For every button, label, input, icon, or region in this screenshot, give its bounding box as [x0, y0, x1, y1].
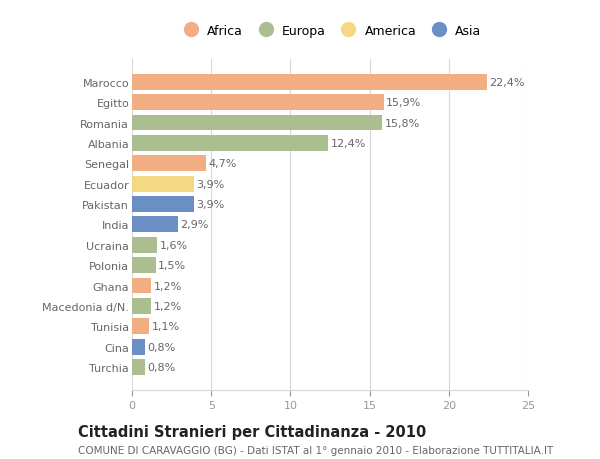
- Bar: [132, 95, 384, 111]
- Text: 3,9%: 3,9%: [196, 179, 224, 189]
- Text: 4,7%: 4,7%: [209, 159, 237, 169]
- Text: 1,5%: 1,5%: [158, 261, 186, 270]
- Text: 12,4%: 12,4%: [331, 139, 366, 149]
- Bar: [132, 156, 206, 172]
- Bar: [132, 298, 151, 314]
- Text: 2,9%: 2,9%: [181, 220, 209, 230]
- Text: 3,9%: 3,9%: [196, 200, 224, 210]
- Text: 1,6%: 1,6%: [160, 240, 188, 250]
- Legend: Africa, Europa, America, Asia: Africa, Europa, America, Asia: [173, 20, 487, 43]
- Bar: [132, 257, 156, 274]
- Text: 1,1%: 1,1%: [152, 322, 180, 331]
- Bar: [132, 196, 194, 213]
- Bar: [132, 75, 487, 90]
- Text: 15,9%: 15,9%: [386, 98, 421, 108]
- Text: Cittadini Stranieri per Cittadinanza - 2010: Cittadini Stranieri per Cittadinanza - 2…: [78, 425, 426, 440]
- Text: 1,2%: 1,2%: [154, 301, 182, 311]
- Text: 22,4%: 22,4%: [489, 78, 524, 88]
- Bar: [132, 176, 194, 192]
- Text: 0,8%: 0,8%: [147, 342, 175, 352]
- Text: 15,8%: 15,8%: [385, 118, 420, 128]
- Bar: [132, 217, 178, 233]
- Bar: [132, 237, 157, 253]
- Bar: [132, 339, 145, 355]
- Bar: [132, 319, 149, 335]
- Text: 0,8%: 0,8%: [147, 362, 175, 372]
- Bar: [132, 359, 145, 375]
- Bar: [132, 136, 328, 151]
- Text: COMUNE DI CARAVAGGIO (BG) - Dati ISTAT al 1° gennaio 2010 - Elaborazione TUTTITA: COMUNE DI CARAVAGGIO (BG) - Dati ISTAT a…: [78, 445, 553, 455]
- Bar: [132, 278, 151, 294]
- Bar: [132, 115, 382, 131]
- Text: 1,2%: 1,2%: [154, 281, 182, 291]
